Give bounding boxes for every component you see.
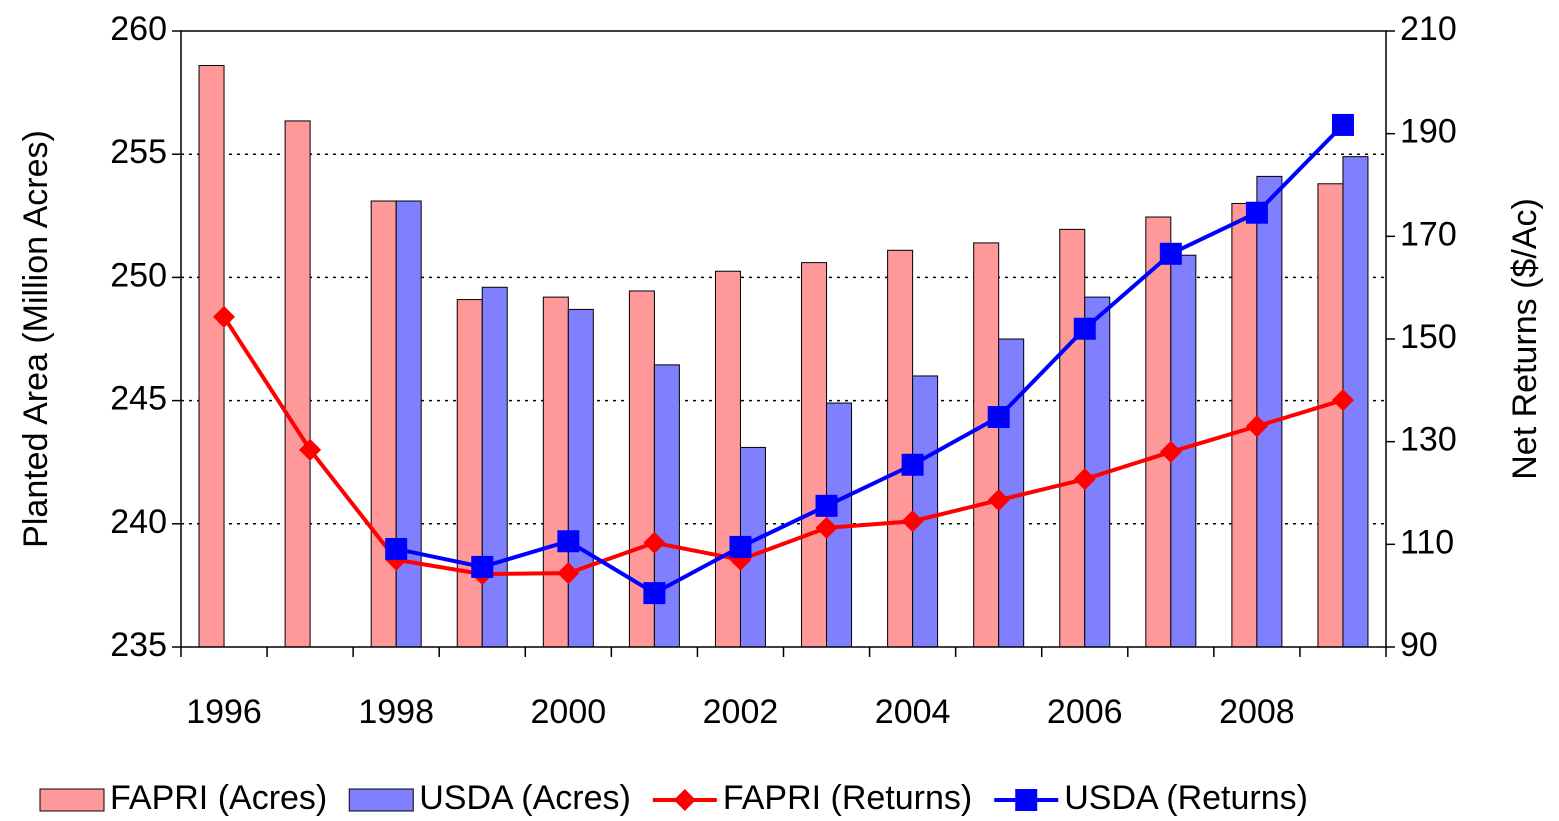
marker [1073,317,1096,340]
marker [1073,468,1096,491]
line [395,123,1345,596]
y2-tick-label: 110 [1400,523,1454,561]
marker [901,453,924,476]
y-axis-label: Planted Area (Million Acres) [17,130,55,548]
bar [887,249,914,648]
x-tick-label: 2004 [875,693,951,731]
legend-item: USDA (Returns) [994,779,1308,817]
bar [1059,228,1086,648]
bar [973,242,1000,648]
marker [1159,440,1182,463]
bar [1145,216,1172,648]
bar [653,364,680,648]
y2-tick-label: 170 [1400,215,1457,253]
legend-label: USDA (Returns) [1064,779,1308,817]
bar [542,296,569,648]
plot-frame [180,30,1387,648]
x-tick-label: 2008 [1219,693,1295,731]
marker [1245,415,1268,438]
marker [299,438,322,461]
bar [1256,175,1283,648]
y2-axis-label: Net Returns ($/Ac) [1506,198,1544,480]
y-tick-label: 255 [110,133,167,171]
bar [801,262,828,648]
marker [987,489,1010,512]
x-tick-label: 2002 [703,693,779,731]
marker [557,562,580,585]
marker [471,555,494,578]
marker [1331,389,1354,412]
legend-label: FAPRI (Acres) [110,779,327,817]
y2-tick-label: 150 [1400,318,1457,356]
y-tick-label: 235 [110,626,167,664]
marker [815,516,838,539]
y2-tick-label: 130 [1400,421,1457,459]
x-tick-label: 2006 [1047,693,1123,731]
marker [643,582,666,605]
bar [456,299,483,648]
legend-swatch [348,788,414,812]
bar [912,375,939,648]
x-tick-label: 2000 [531,693,607,731]
legend-item: USDA (Acres) [348,779,631,817]
bar [567,308,594,648]
y2-tick-label: 190 [1400,113,1457,151]
marker [385,537,408,560]
bar [714,270,741,648]
legend-item: FAPRI (Returns) [652,779,972,817]
x-tick-label: 1996 [186,693,262,731]
marker [729,535,752,558]
line [222,315,1344,577]
marker [1159,242,1182,265]
x-tick-label: 1998 [358,693,434,731]
marker [1331,113,1354,136]
marker [557,530,580,553]
marker [815,494,838,517]
y2-tick-label: 90 [1400,626,1438,664]
marker [987,406,1010,429]
bar [481,286,508,648]
legend-label: FAPRI (Returns) [723,779,972,817]
y-tick-label: 240 [110,503,167,541]
bar [395,200,422,648]
marker [901,510,924,533]
marker [673,789,696,811]
marker [643,531,666,554]
legend-item: FAPRI (Acres) [39,779,327,817]
legend-label: USDA (Acres) [419,779,631,817]
bar [284,120,311,648]
bar [198,64,225,648]
marker [1245,201,1268,224]
y-tick-label: 260 [110,10,167,48]
bar [370,200,397,648]
marker [213,305,236,328]
y-tick-label: 250 [110,256,167,294]
marker [1015,789,1038,811]
legend-swatch [39,788,105,812]
y2-tick-label: 210 [1400,10,1457,48]
bar [1317,183,1344,648]
y-tick-label: 245 [110,380,167,418]
